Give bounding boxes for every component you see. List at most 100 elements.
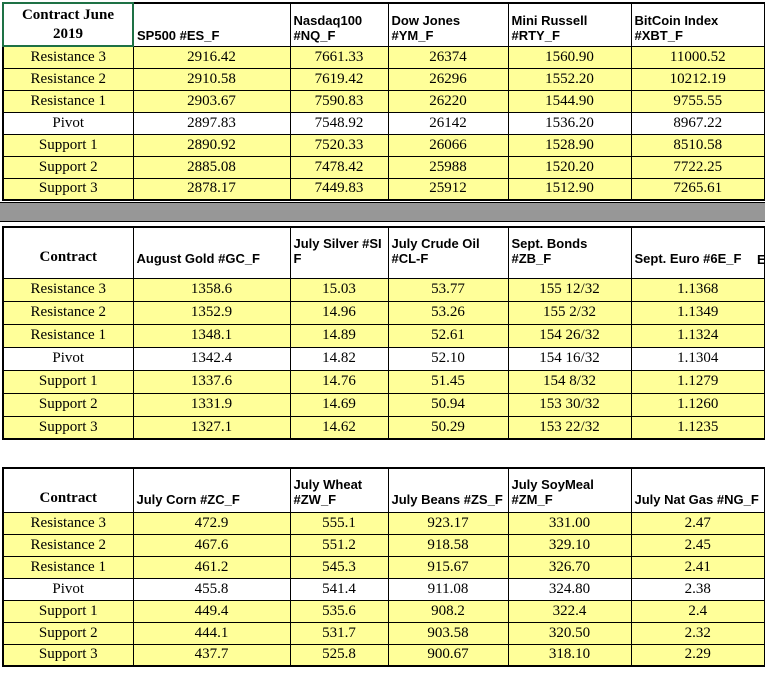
column-header-cell[interactable]: Dow Jones #YM_F [387,2,509,47]
value-cell[interactable]: 915.67 [387,555,509,579]
value-cell[interactable]: 461.2 [132,555,291,579]
value-cell[interactable]: 53.77 [387,277,509,302]
value-cell[interactable]: 2916.42 [132,45,291,69]
value-cell[interactable]: 8967.22 [630,111,765,135]
value-cell[interactable]: 2.41 [630,555,765,579]
value-cell[interactable]: 9755.55 [630,89,765,113]
row-label-cell[interactable]: Support 1 [2,369,134,394]
column-header-cell[interactable]: Nasdaq100 #NQ_F [289,2,389,47]
row-label-cell[interactable]: Pivot [2,346,134,371]
value-cell[interactable]: 155 2/32 [507,300,632,325]
column-header-cell[interactable]: July Silver #SI F [289,226,389,279]
value-cell[interactable]: 545.3 [289,555,389,579]
row-label-cell[interactable]: Resistance 1 [2,323,134,348]
value-cell[interactable]: 7520.33 [289,133,389,157]
value-cell[interactable]: 26066 [387,133,509,157]
value-cell[interactable]: 11000.52 [630,45,765,69]
value-cell[interactable]: 2878.17 [132,177,291,201]
value-cell[interactable]: 531.7 [289,621,389,645]
value-cell[interactable]: 1528.90 [507,133,632,157]
value-cell[interactable]: 14.96 [289,300,389,325]
column-header-cell[interactable]: July Crude Oil #CL-F [387,226,509,279]
value-cell[interactable]: 444.1 [132,621,291,645]
column-header-cell[interactable]: SP500 #ES_F [132,2,291,47]
value-cell[interactable]: 449.4 [132,599,291,623]
value-cell[interactable]: 1327.1 [132,415,291,440]
column-header-cell[interactable]: Mini Russell #RTY_F [507,2,632,47]
value-cell[interactable]: 26220 [387,89,509,113]
value-cell[interactable]: 1512.90 [507,177,632,201]
value-cell[interactable]: 551.2 [289,533,389,557]
value-cell[interactable]: 2903.67 [132,89,291,113]
value-cell[interactable]: 437.7 [132,643,291,667]
column-header-cell[interactable]: July Beans #ZS_F [387,467,509,513]
row-label-cell[interactable]: Pivot [2,111,134,135]
value-cell[interactable]: 2910.58 [132,67,291,91]
value-cell[interactable]: 10212.19 [630,67,765,91]
value-cell[interactable]: 318.10 [507,643,632,667]
value-cell[interactable]: 911.08 [387,577,509,601]
value-cell[interactable]: 2897.83 [132,111,291,135]
value-cell[interactable]: 1348.1 [132,323,291,348]
row-label-cell[interactable]: Resistance 1 [2,555,134,579]
value-cell[interactable]: 8510.58 [630,133,765,157]
value-cell[interactable]: 1352.9 [132,300,291,325]
row-label-cell[interactable]: Support 1 [2,599,134,623]
value-cell[interactable]: 154 16/32 [507,346,632,371]
value-cell[interactable]: 7722.25 [630,155,765,179]
row-label-cell[interactable]: Resistance 2 [2,300,134,325]
row-label-cell[interactable]: Support 3 [2,415,134,440]
row-label-cell[interactable]: Resistance 1 [2,89,134,113]
row-label-cell[interactable]: Support 1 [2,133,134,157]
value-cell[interactable]: 14.62 [289,415,389,440]
value-cell[interactable]: 7478.42 [289,155,389,179]
value-cell[interactable]: 1331.9 [132,392,291,417]
value-cell[interactable]: 53.26 [387,300,509,325]
contract-label-cell[interactable]: Contract June 2019 [2,2,134,47]
value-cell[interactable]: 2.32 [630,621,765,645]
value-cell[interactable]: 1.1235 [630,415,765,440]
value-cell[interactable]: 455.8 [132,577,291,601]
value-cell[interactable]: 918.58 [387,533,509,557]
value-cell[interactable]: 1.1368 [630,277,765,302]
value-cell[interactable]: 1.1260 [630,392,765,417]
value-cell[interactable]: 923.17 [387,511,509,535]
value-cell[interactable]: 1544.90 [507,89,632,113]
value-cell[interactable]: 2890.92 [132,133,291,157]
value-cell[interactable]: 7619.42 [289,67,389,91]
value-cell[interactable]: 15.03 [289,277,389,302]
value-cell[interactable]: 535.6 [289,599,389,623]
value-cell[interactable]: 154 8/32 [507,369,632,394]
value-cell[interactable]: 324.80 [507,577,632,601]
row-label-cell[interactable]: Resistance 3 [2,45,134,69]
value-cell[interactable]: 1520.20 [507,155,632,179]
value-cell[interactable]: 555.1 [289,511,389,535]
value-cell[interactable]: 1536.20 [507,111,632,135]
value-cell[interactable]: 7548.92 [289,111,389,135]
value-cell[interactable]: 1552.20 [507,67,632,91]
row-label-cell[interactable]: Resistance 3 [2,277,134,302]
value-cell[interactable]: 25988 [387,155,509,179]
value-cell[interactable]: 50.29 [387,415,509,440]
value-cell[interactable]: 1.1349 [630,300,765,325]
value-cell[interactable]: 14.82 [289,346,389,371]
value-cell[interactable]: 25912 [387,177,509,201]
column-header-cell[interactable]: August Gold #GC_F [132,226,291,279]
value-cell[interactable]: 541.4 [289,577,389,601]
value-cell[interactable]: 326.70 [507,555,632,579]
value-cell[interactable]: 1560.90 [507,45,632,69]
value-cell[interactable]: 50.94 [387,392,509,417]
row-label-cell[interactable]: Resistance 2 [2,67,134,91]
value-cell[interactable]: 331.00 [507,511,632,535]
value-cell[interactable]: 26142 [387,111,509,135]
value-cell[interactable]: 14.76 [289,369,389,394]
column-header-cell[interactable]: July SoyMeal #ZM_F [507,467,632,513]
value-cell[interactable]: 2.4 [630,599,765,623]
value-cell[interactable]: 900.67 [387,643,509,667]
value-cell[interactable]: 472.9 [132,511,291,535]
row-label-cell[interactable]: Support 2 [2,392,134,417]
value-cell[interactable]: 14.89 [289,323,389,348]
value-cell[interactable]: 525.8 [289,643,389,667]
value-cell[interactable]: 2.38 [630,577,765,601]
value-cell[interactable]: 1.1279 [630,369,765,394]
